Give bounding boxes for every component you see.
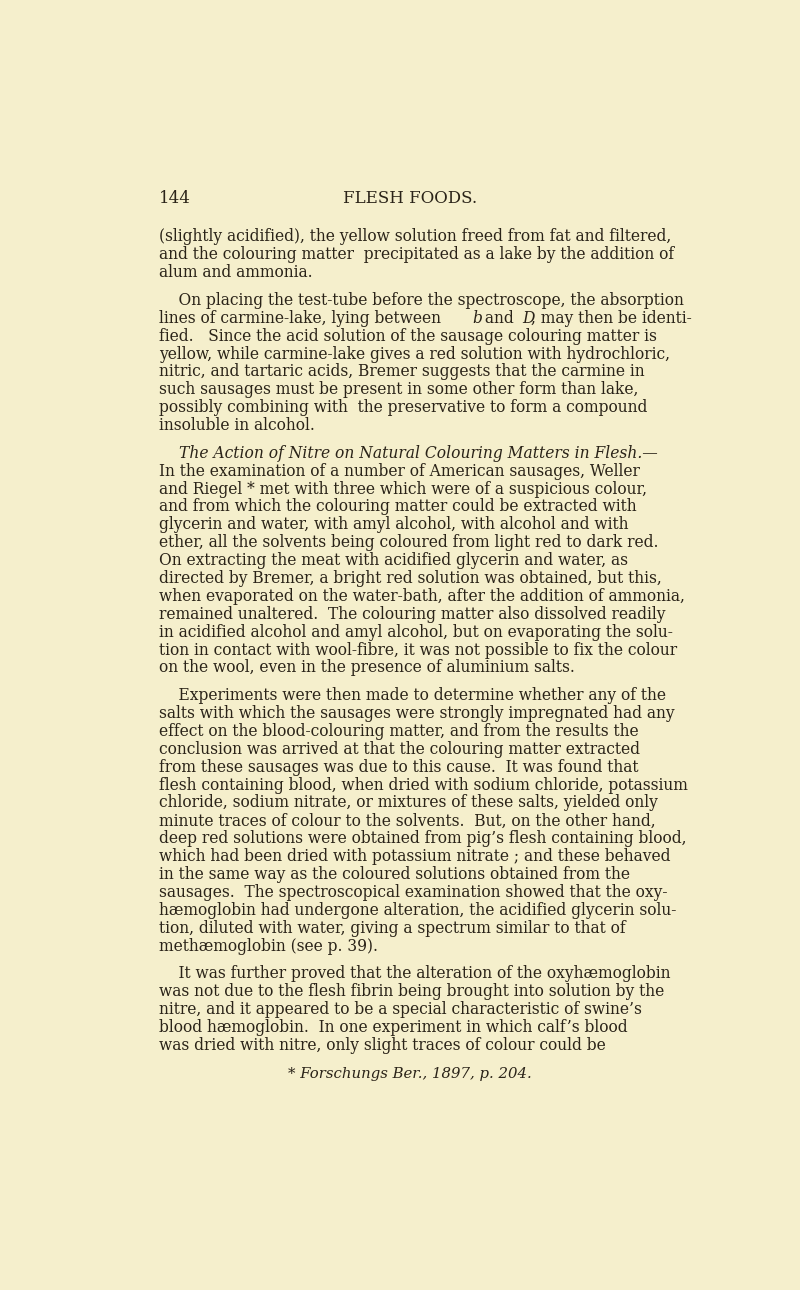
Text: in acidified alcohol and amyl alcohol, but on evaporating the solu-: in acidified alcohol and amyl alcohol, b…	[159, 623, 673, 641]
Text: 144: 144	[159, 190, 190, 206]
Text: insoluble in alcohol.: insoluble in alcohol.	[159, 417, 314, 433]
Text: On placing the test-tube before the spectroscope, the absorption: On placing the test-tube before the spec…	[159, 292, 684, 308]
Text: sausages.  The spectroscopical examination showed that the oxy-: sausages. The spectroscopical examinatio…	[159, 884, 667, 900]
Text: conclusion was arrived at that the colouring matter extracted: conclusion was arrived at that the colou…	[159, 740, 640, 757]
Text: It was further proved that the alteration of the oxyhæmoglobin: It was further proved that the alteratio…	[159, 965, 670, 982]
Text: deep red solutions were obtained from pig’s flesh containing blood,: deep red solutions were obtained from pi…	[159, 831, 686, 848]
Text: on the wool, even in the presence of aluminium salts.: on the wool, even in the presence of alu…	[159, 659, 574, 676]
Text: flesh containing blood, when dried with sodium chloride, potassium: flesh containing blood, when dried with …	[159, 777, 688, 793]
Text: in the same way as the coloured solutions obtained from the: in the same way as the coloured solution…	[159, 866, 630, 882]
Text: effect on the blood-colouring matter, and from the results the: effect on the blood-colouring matter, an…	[159, 722, 638, 740]
Text: FLESH FOODS.: FLESH FOODS.	[343, 190, 477, 206]
Text: (slightly acidified), the yellow solution freed from fat and filtered,: (slightly acidified), the yellow solutio…	[159, 228, 671, 245]
Text: was dried with nitre, only slight traces of colour could be: was dried with nitre, only slight traces…	[159, 1037, 606, 1054]
Text: yellow, while carmine-lake gives a red solution with hydrochloric,: yellow, while carmine-lake gives a red s…	[159, 346, 670, 362]
Text: tion in contact with wool-fibre, it was not possible to fix the colour: tion in contact with wool-fibre, it was …	[159, 641, 677, 658]
Text: directed by Bremer, a bright red solution was obtained, but this,: directed by Bremer, a bright red solutio…	[159, 570, 662, 587]
Text: and: and	[480, 310, 519, 326]
Text: nitric, and tartaric acids, Bremer suggests that the carmine in: nitric, and tartaric acids, Bremer sugge…	[159, 364, 645, 381]
Text: minute traces of colour to the solvents.  But, on the other hand,: minute traces of colour to the solvents.…	[159, 813, 655, 829]
Text: nitre, and it appeared to be a special characteristic of swine’s: nitre, and it appeared to be a special c…	[159, 1001, 642, 1018]
Text: blood hæmoglobin.  In one experiment in which calf’s blood: blood hæmoglobin. In one experiment in w…	[159, 1019, 627, 1036]
Text: salts with which the sausages were strongly impregnated had any: salts with which the sausages were stron…	[159, 706, 674, 722]
Text: when evaporated on the water-bath, after the addition of ammonia,: when evaporated on the water-bath, after…	[159, 588, 685, 605]
Text: fied.   Since the acid solution of the sausage colouring matter is: fied. Since the acid solution of the sau…	[159, 328, 657, 344]
Text: which had been dried with potassium nitrate ; and these behaved: which had been dried with potassium nitr…	[159, 848, 670, 866]
Text: * Forschungs Ber., 1897, p. 204.: * Forschungs Ber., 1897, p. 204.	[288, 1067, 532, 1081]
Text: Experiments were then made to determine whether any of the: Experiments were then made to determine …	[159, 688, 666, 704]
Text: remained unaltered.  The colouring matter also dissolved readily: remained unaltered. The colouring matter…	[159, 606, 666, 623]
Text: was not due to the flesh fibrin being brought into solution by the: was not due to the flesh fibrin being br…	[159, 983, 664, 1000]
Text: tion, diluted with water, giving a spectrum similar to that of: tion, diluted with water, giving a spect…	[159, 920, 626, 937]
Text: such sausages must be present in some other form than lake,: such sausages must be present in some ot…	[159, 382, 638, 399]
Text: b: b	[472, 310, 482, 326]
Text: D: D	[522, 310, 535, 326]
Text: , may then be identi-: , may then be identi-	[531, 310, 692, 326]
Text: chloride, sodium nitrate, or mixtures of these salts, yielded only: chloride, sodium nitrate, or mixtures of…	[159, 795, 658, 811]
Text: and the colouring matter  precipitated as a lake by the addition of: and the colouring matter precipitated as…	[159, 246, 674, 263]
Text: alum and ammonia.: alum and ammonia.	[159, 264, 313, 281]
Text: hæmoglobin had undergone alteration, the acidified glycerin solu-: hæmoglobin had undergone alteration, the…	[159, 902, 676, 918]
Text: On extracting the meat with acidified glycerin and water, as: On extracting the meat with acidified gl…	[159, 552, 628, 569]
Text: possibly combining with  the preservative to form a compound: possibly combining with the preservative…	[159, 399, 647, 417]
Text: and from which the colouring matter could be extracted with: and from which the colouring matter coul…	[159, 498, 637, 516]
Text: methæmoglobin (see p. 39).: methæmoglobin (see p. 39).	[159, 938, 378, 955]
Text: In the examination of a number of American sausages, Weller: In the examination of a number of Americ…	[159, 463, 640, 480]
Text: ether, all the solvents being coloured from light red to dark red.: ether, all the solvents being coloured f…	[159, 534, 658, 551]
Text: The Action of Nitre on Natural Colouring Matters in Flesh.—: The Action of Nitre on Natural Colouring…	[178, 445, 658, 462]
Text: from these sausages was due to this cause.  It was found that: from these sausages was due to this caus…	[159, 759, 638, 775]
Text: glycerin and water, with amyl alcohol, with alcohol and with: glycerin and water, with amyl alcohol, w…	[159, 516, 629, 533]
Text: lines of carmine-lake, lying between: lines of carmine-lake, lying between	[159, 310, 446, 326]
Text: and Riegel * met with three which were of a suspicious colour,: and Riegel * met with three which were o…	[159, 481, 647, 498]
